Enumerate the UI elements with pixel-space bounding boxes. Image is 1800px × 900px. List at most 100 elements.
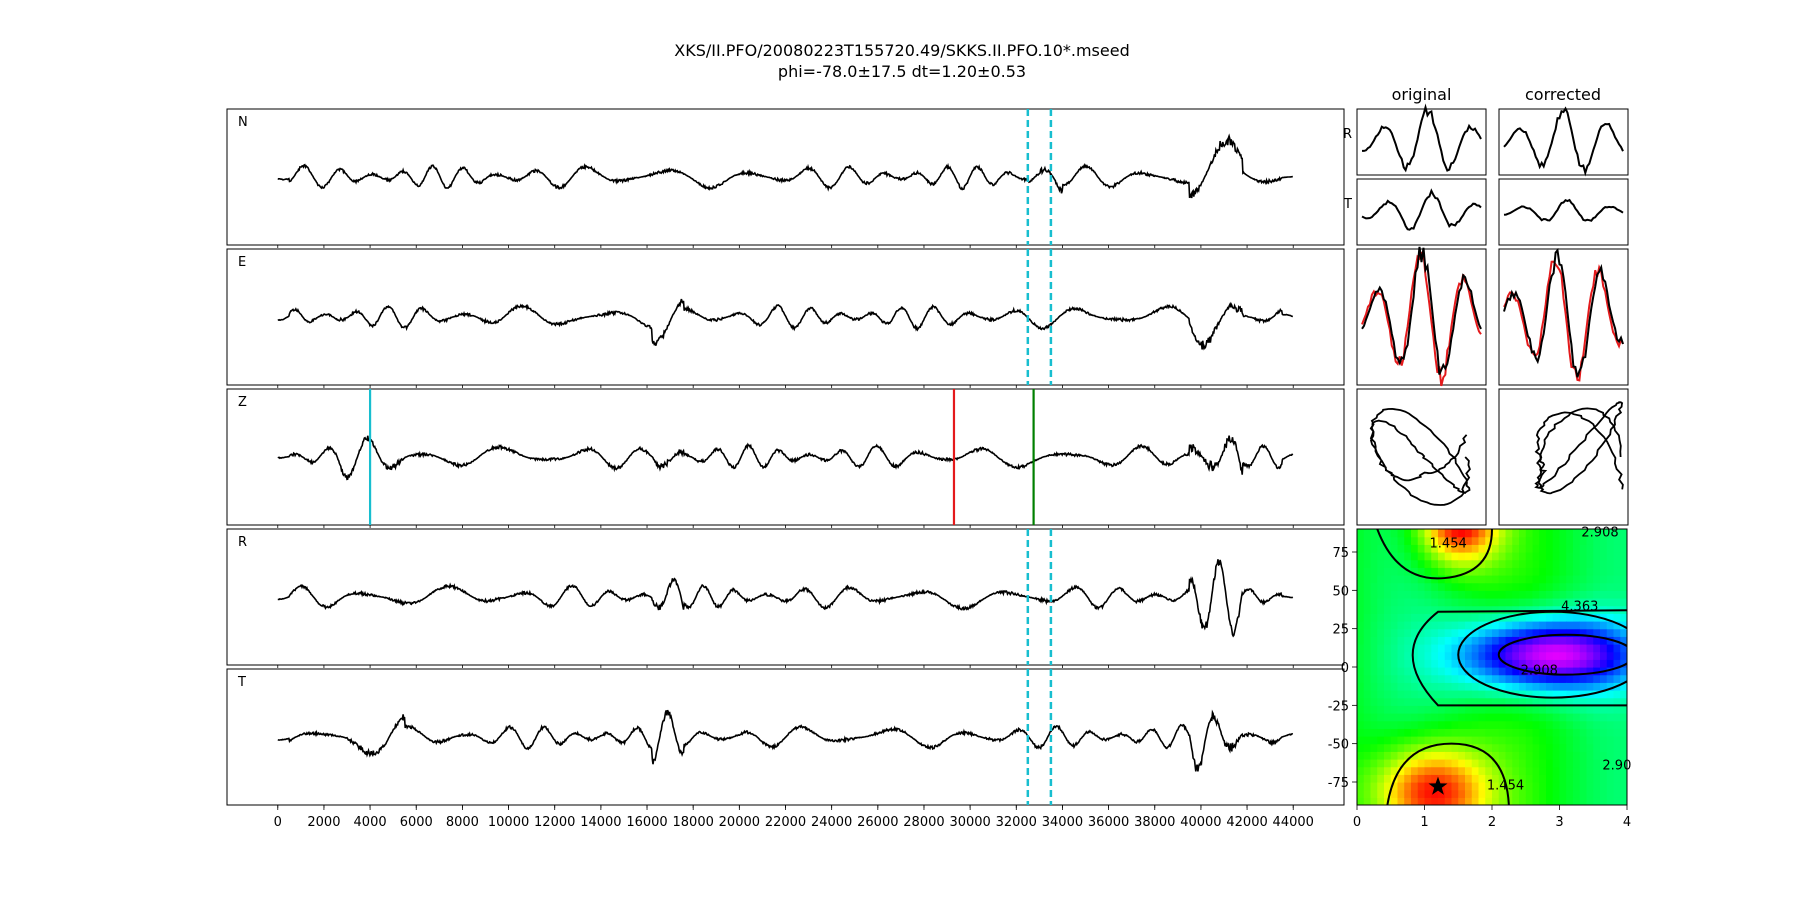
heatmap-cell bbox=[1438, 598, 1446, 607]
heatmap-cell bbox=[1586, 659, 1594, 668]
heatmap-cell bbox=[1451, 582, 1459, 591]
heatmap-cell bbox=[1397, 598, 1405, 607]
heatmap-cell bbox=[1573, 529, 1581, 538]
heatmap-cell bbox=[1559, 674, 1567, 683]
heatmap-cell bbox=[1492, 621, 1500, 630]
heatmap-cell bbox=[1539, 567, 1547, 576]
heatmap-cell bbox=[1606, 674, 1615, 683]
heatmap-cell bbox=[1546, 582, 1554, 591]
heatmap-cell bbox=[1424, 536, 1432, 545]
heatmap-cell bbox=[1458, 529, 1466, 538]
heatmap-cell bbox=[1498, 705, 1507, 714]
heatmap-cell bbox=[1471, 529, 1480, 538]
heatmap-cell bbox=[1431, 728, 1439, 737]
heatmap-cell bbox=[1586, 705, 1594, 714]
heatmap-cell bbox=[1485, 559, 1493, 568]
heatmap-cell bbox=[1586, 674, 1594, 683]
heatmap-cell bbox=[1444, 720, 1453, 729]
heatmap-cell bbox=[1417, 682, 1426, 691]
heatmap-cell bbox=[1357, 559, 1365, 568]
heatmap-cell bbox=[1525, 644, 1534, 653]
heatmap-cell bbox=[1465, 751, 1473, 760]
heatmap-cell bbox=[1471, 751, 1480, 760]
heatmap-cell bbox=[1498, 789, 1507, 798]
heatmap-cell bbox=[1600, 575, 1608, 584]
heatmap-cell bbox=[1552, 613, 1561, 622]
heatmap-cell bbox=[1525, 736, 1534, 745]
heatmap-cell bbox=[1532, 713, 1540, 722]
heatmap-cell bbox=[1370, 682, 1378, 691]
heatmap-cell bbox=[1593, 759, 1601, 768]
heatmap-cell bbox=[1377, 567, 1385, 576]
heatmap-cell bbox=[1525, 590, 1534, 599]
heatmap-cell bbox=[1593, 789, 1601, 798]
heatmap-cell bbox=[1458, 789, 1466, 798]
heatmap-cell bbox=[1424, 590, 1432, 599]
heatmap-cell bbox=[1485, 766, 1493, 775]
heatmap-cell bbox=[1397, 690, 1405, 699]
contour-line bbox=[1386, 742, 1510, 805]
heatmap-cell bbox=[1370, 621, 1378, 630]
x-tick-label: 18000 bbox=[673, 815, 714, 830]
heatmap-cell bbox=[1465, 628, 1473, 637]
heatmap-cell bbox=[1600, 720, 1608, 729]
heatmap-cell bbox=[1600, 621, 1608, 630]
heatmap-cell bbox=[1573, 759, 1581, 768]
heatmap-cell bbox=[1397, 759, 1405, 768]
heatmap-cell bbox=[1377, 736, 1385, 745]
heatmap-cell bbox=[1471, 774, 1480, 783]
heatmap-cell bbox=[1444, 536, 1453, 545]
heatmap-cell bbox=[1512, 774, 1520, 783]
heatmap-cell bbox=[1390, 529, 1399, 538]
heatmap-cell bbox=[1546, 759, 1554, 768]
heatmap-cell bbox=[1384, 536, 1392, 545]
x-tick-label: 38000 bbox=[1134, 815, 1175, 830]
heatmap-cell bbox=[1397, 567, 1405, 576]
heatmap-cell bbox=[1606, 621, 1615, 630]
heatmap-cell bbox=[1519, 659, 1527, 668]
heatmap-cell bbox=[1471, 720, 1480, 729]
heatmap-cell bbox=[1357, 782, 1365, 791]
heatmap-cell bbox=[1505, 713, 1513, 722]
heatmap-cell bbox=[1492, 720, 1500, 729]
heatmap-cell bbox=[1498, 636, 1507, 645]
heatmap-cell bbox=[1620, 529, 1627, 538]
contour-label: 2.90 bbox=[1602, 759, 1631, 774]
heatmap-cell bbox=[1539, 713, 1547, 722]
heatmap-cell bbox=[1444, 544, 1453, 553]
heatmap-cell bbox=[1458, 567, 1466, 576]
heatmap-cell bbox=[1485, 636, 1493, 645]
heatmap-cell bbox=[1471, 789, 1480, 798]
heatmap-cell bbox=[1573, 705, 1581, 714]
heatmap-cell bbox=[1404, 536, 1412, 545]
x-tick-label: 40000 bbox=[1180, 815, 1221, 830]
heatmap-cell bbox=[1444, 552, 1453, 561]
heatmap-cell bbox=[1384, 567, 1392, 576]
heatmap-cell bbox=[1593, 697, 1601, 706]
heatmap-cell bbox=[1566, 628, 1574, 637]
heatmap-cell bbox=[1586, 636, 1594, 645]
heatmap-cell bbox=[1532, 789, 1540, 798]
heatmap-cell bbox=[1573, 613, 1581, 622]
heatmap-cell bbox=[1579, 667, 1588, 676]
heatmap-cell bbox=[1404, 613, 1412, 622]
heatmap-cell bbox=[1404, 575, 1412, 584]
heatmap-cell bbox=[1478, 536, 1486, 545]
heatmap-cell bbox=[1600, 743, 1608, 752]
heatmap-cell bbox=[1417, 598, 1426, 607]
heatmap-cell bbox=[1546, 552, 1554, 561]
heatmap-cell bbox=[1539, 720, 1547, 729]
heatmap-cell bbox=[1620, 651, 1627, 660]
component-label: R bbox=[1343, 127, 1352, 142]
heatmap-cell bbox=[1404, 789, 1412, 798]
heatmap-cell bbox=[1559, 720, 1567, 729]
heatmap-cell bbox=[1363, 621, 1372, 630]
heatmap-cell bbox=[1357, 605, 1365, 614]
heatmap-cell bbox=[1404, 621, 1412, 630]
heatmap-cell bbox=[1485, 782, 1493, 791]
heatmap-cell bbox=[1417, 743, 1426, 752]
heatmap-cell bbox=[1390, 536, 1399, 545]
heatmap-cell bbox=[1357, 644, 1365, 653]
x-tick-label: 22000 bbox=[765, 815, 806, 830]
heatmap-cell bbox=[1404, 736, 1412, 745]
